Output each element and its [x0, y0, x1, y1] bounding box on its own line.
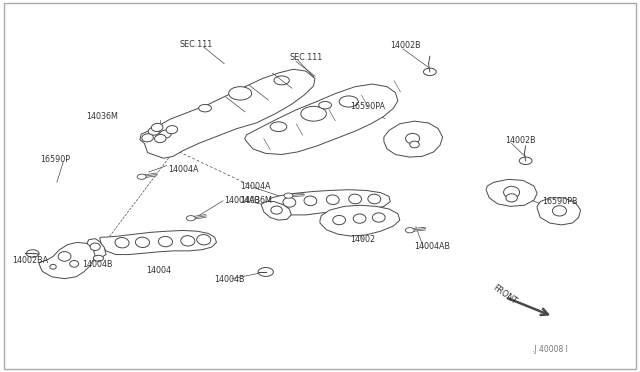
Polygon shape	[384, 121, 443, 157]
Text: 14002BA: 14002BA	[12, 256, 48, 265]
Circle shape	[519, 157, 532, 164]
Text: 16590P: 16590P	[40, 155, 70, 164]
Circle shape	[186, 216, 195, 221]
Text: 16590PA: 16590PA	[351, 102, 386, 111]
Polygon shape	[39, 242, 95, 279]
Ellipse shape	[148, 127, 160, 135]
Polygon shape	[537, 198, 580, 225]
Polygon shape	[261, 202, 291, 220]
Ellipse shape	[406, 134, 420, 144]
Ellipse shape	[70, 260, 79, 267]
Text: 14036M: 14036M	[240, 196, 272, 205]
Circle shape	[319, 102, 332, 109]
Text: 14004B: 14004B	[214, 275, 245, 284]
Text: 14004: 14004	[147, 266, 172, 275]
Circle shape	[198, 105, 211, 112]
Text: 14004AB: 14004AB	[224, 196, 260, 205]
Ellipse shape	[154, 135, 166, 142]
Ellipse shape	[180, 236, 195, 246]
Polygon shape	[320, 205, 400, 236]
Polygon shape	[140, 69, 315, 158]
Circle shape	[137, 174, 146, 179]
Ellipse shape	[506, 194, 517, 202]
Text: 14002B: 14002B	[390, 41, 421, 51]
Ellipse shape	[326, 195, 339, 205]
Polygon shape	[486, 179, 537, 206]
Text: 14004B: 14004B	[83, 260, 113, 269]
Circle shape	[424, 68, 436, 76]
Text: 16590PB: 16590PB	[542, 197, 578, 206]
Ellipse shape	[136, 237, 150, 247]
Circle shape	[258, 267, 273, 276]
Text: FRONT: FRONT	[491, 283, 518, 306]
Ellipse shape	[368, 194, 381, 204]
Ellipse shape	[50, 264, 56, 269]
Ellipse shape	[142, 134, 154, 142]
Text: SEC.111: SEC.111	[289, 52, 323, 61]
Circle shape	[228, 87, 252, 100]
Ellipse shape	[196, 235, 211, 245]
Text: 14002B: 14002B	[505, 136, 536, 145]
Circle shape	[274, 76, 289, 85]
Ellipse shape	[372, 213, 385, 222]
Ellipse shape	[304, 196, 317, 206]
Text: 14036M: 14036M	[86, 112, 118, 121]
Ellipse shape	[353, 214, 366, 223]
Ellipse shape	[333, 215, 346, 225]
Ellipse shape	[159, 130, 172, 138]
Circle shape	[339, 96, 358, 107]
Circle shape	[301, 106, 326, 121]
Ellipse shape	[349, 194, 362, 204]
Circle shape	[93, 255, 104, 261]
Ellipse shape	[283, 198, 296, 207]
Text: 14004A: 14004A	[168, 165, 198, 174]
Text: 14002: 14002	[351, 235, 376, 244]
Text: 14004A: 14004A	[240, 182, 271, 190]
Circle shape	[26, 250, 39, 257]
Ellipse shape	[152, 124, 163, 131]
Text: 14004AB: 14004AB	[415, 241, 451, 250]
Polygon shape	[244, 84, 398, 154]
Ellipse shape	[166, 126, 178, 134]
Ellipse shape	[159, 237, 173, 247]
Text: .J 40008 I: .J 40008 I	[532, 345, 568, 354]
Ellipse shape	[552, 206, 566, 216]
Ellipse shape	[58, 251, 71, 261]
Circle shape	[405, 228, 414, 233]
Ellipse shape	[90, 243, 100, 250]
Ellipse shape	[115, 238, 129, 248]
Text: SEC.111: SEC.111	[179, 40, 212, 49]
Circle shape	[284, 193, 293, 198]
Ellipse shape	[271, 206, 282, 214]
Ellipse shape	[410, 141, 419, 148]
Polygon shape	[100, 231, 216, 254]
Polygon shape	[269, 190, 390, 215]
Ellipse shape	[504, 186, 520, 198]
Polygon shape	[87, 238, 106, 257]
Circle shape	[270, 122, 287, 132]
